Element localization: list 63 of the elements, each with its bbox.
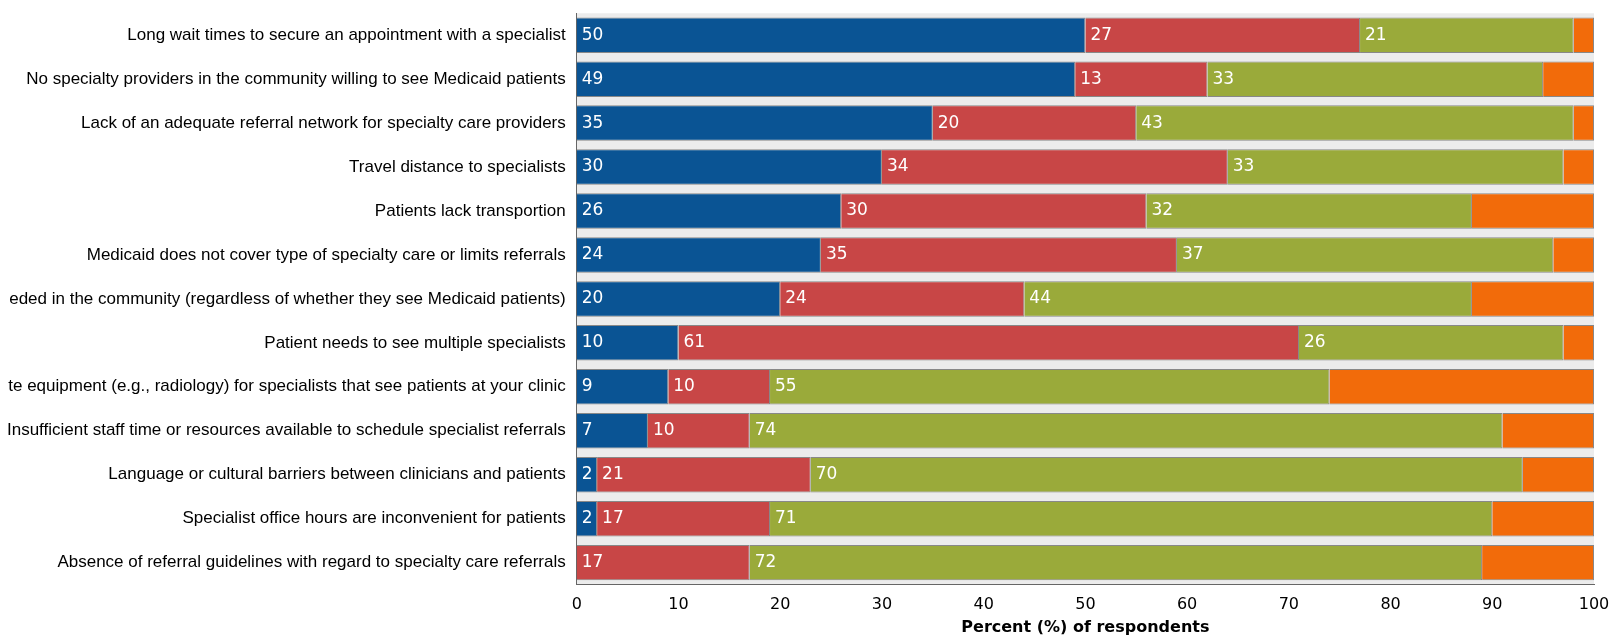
data-label: 33 <box>1232 155 1255 176</box>
y-tick-label: Absence of referral guidelines with regard to specialty care referrals <box>57 552 566 572</box>
data-label: 20 <box>581 287 604 308</box>
data-label: 30 <box>581 155 604 176</box>
data-label: 71 <box>775 507 797 528</box>
y-tick-label: Long wait times to secure an appointment with a specialist <box>127 24 567 44</box>
data-label: 2 <box>581 463 593 484</box>
data-label: 17 <box>602 507 624 528</box>
data-label: 7 <box>581 419 593 440</box>
data-label: 17 <box>581 551 604 572</box>
x-tick-label: 10 <box>668 594 689 614</box>
data-label: 50 <box>581 23 604 44</box>
data-label: 35 <box>581 111 604 132</box>
data-label: 74 <box>754 419 777 440</box>
y-tick-label: eded in the community (regardless of whether they see Medicaid patients) <box>9 288 566 308</box>
data-label: 2 <box>581 507 593 528</box>
y-tick-label: Specialist office hours are inconvenient for patients <box>182 508 566 528</box>
data-label: 13 <box>1080 67 1102 88</box>
x-tick-label: 20 <box>770 594 791 614</box>
x-tick-label: 100 <box>1578 594 1610 614</box>
x-tick-label: 70 <box>1278 594 1299 614</box>
data-label: 10 <box>581 331 604 352</box>
data-label: 26 <box>581 199 604 220</box>
data-label: 43 <box>1141 111 1163 132</box>
x-axis-title: Percent (%) of respondents <box>961 616 1210 636</box>
data-label: 72 <box>754 551 777 572</box>
data-label: 21 <box>602 463 624 484</box>
x-tick-label: 50 <box>1075 594 1096 614</box>
data-label: 26 <box>1304 331 1326 352</box>
x-tick-label: 40 <box>973 594 994 614</box>
data-label: 49 <box>581 67 604 88</box>
y-tick-label: No specialty providers in the community willing to see Medicaid patients <box>26 68 566 88</box>
x-tick-label: 30 <box>871 594 893 614</box>
y-tick-label: Medicaid does not cover type of specialty care or limits referrals <box>86 244 566 264</box>
x-tick-label: 60 <box>1176 594 1198 614</box>
data-label: 24 <box>785 287 807 308</box>
data-label: 10 <box>652 419 675 440</box>
y-tick-label: Lack of an adequate referral network for specialty care providers <box>81 112 566 132</box>
data-label: 44 <box>1029 287 1051 308</box>
data-label: 34 <box>886 155 909 176</box>
data-label: 33 <box>1212 67 1235 88</box>
data-label: 55 <box>775 375 797 396</box>
data-label: 10 <box>673 375 695 396</box>
data-label: 32 <box>1151 199 1174 220</box>
y-tick-label: Patient needs to see multiple specialists <box>264 332 566 352</box>
data-label: 21 <box>1365 23 1387 44</box>
y-tick-label: te equipment (e.g., radiology) for specialists that see patients at your clinic <box>8 376 567 396</box>
x-tick-label: 90 <box>1482 594 1503 614</box>
data-label: 70 <box>815 463 838 484</box>
data-label: 20 <box>937 111 960 132</box>
y-tick-label: Insufficient staff time or resources available to schedule specialist referrals <box>6 420 566 440</box>
data-label: 37 <box>1181 243 1204 264</box>
data-label: 35 <box>825 243 848 264</box>
data-label: 27 <box>1090 23 1113 44</box>
data-label: 61 <box>683 331 706 352</box>
data-label: 9 <box>581 375 593 396</box>
x-tick-label: 0 <box>571 594 582 614</box>
y-tick-label: Travel distance to specialists <box>349 156 566 176</box>
y-tick-label: Patients lack transportion <box>374 200 566 220</box>
data-label: 30 <box>846 199 868 220</box>
data-label: 24 <box>581 243 604 264</box>
x-tick-label: 80 <box>1380 594 1401 614</box>
y-tick-label: Language or cultural barriers between clinicians and patients <box>108 464 566 484</box>
